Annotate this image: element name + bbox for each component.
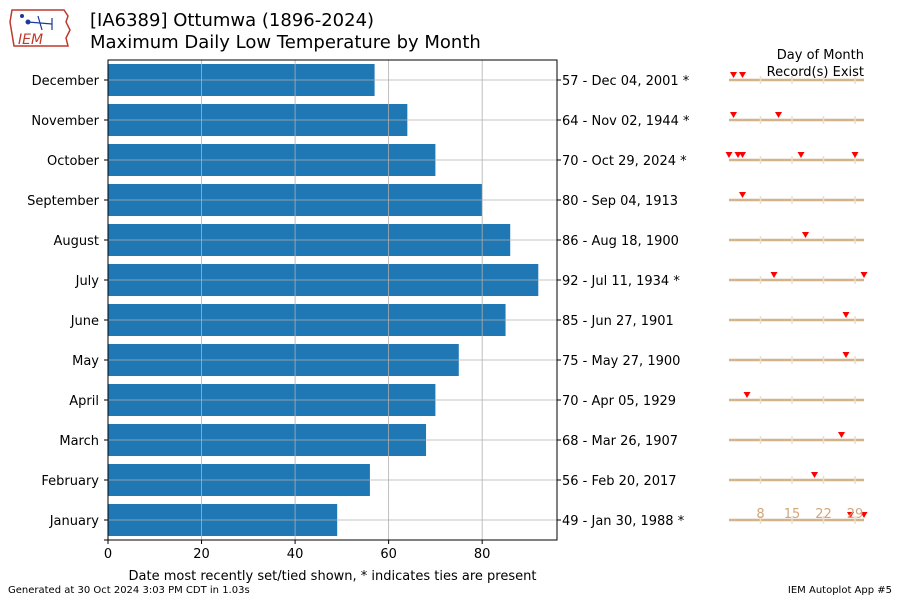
y-tick-label: May xyxy=(72,354,99,369)
iem-logo: IEM xyxy=(9,9,71,48)
bar-record-label: 68 - Mar 26, 1907 xyxy=(562,434,678,449)
y-tick-label: January xyxy=(49,514,100,529)
x-axis-label: Date most recently set/tied shown, * ind… xyxy=(129,569,537,584)
generated-footer: Generated at 30 Oct 2024 3:03 PM CDT in … xyxy=(8,585,250,596)
record-marker xyxy=(739,192,746,198)
record-marker xyxy=(770,272,778,278)
title-line-1: [IA6389] Ottumwa (1896-2024) xyxy=(90,10,375,31)
x-tick-label: 0 xyxy=(104,547,112,562)
bar-record-label: 56 - Feb 20, 2017 xyxy=(562,474,677,489)
record-marker xyxy=(860,272,868,278)
inset-tick-label: 15 xyxy=(784,507,801,522)
record-marker xyxy=(743,392,751,398)
bar-record-label: 70 - Apr 05, 1929 xyxy=(562,394,676,409)
inset-tick-label: 8 xyxy=(756,507,764,522)
record-marker xyxy=(847,512,854,518)
record-marker xyxy=(730,112,737,118)
record-marker xyxy=(811,472,818,478)
bar-record-label: 49 - Jan 30, 1988 * xyxy=(562,514,685,529)
inset-title-line-2: Record(s) Exist xyxy=(767,65,864,80)
record-marker xyxy=(734,152,742,158)
y-tick-label: April xyxy=(69,394,99,409)
x-tick-label: 40 xyxy=(287,547,304,562)
record-marker xyxy=(730,72,737,78)
inset-title-line-1: Day of Month xyxy=(777,48,864,63)
record-marker xyxy=(842,352,850,358)
record-marker xyxy=(802,232,809,238)
bar-record-label: 86 - Aug 18, 1900 xyxy=(562,234,679,249)
y-tick-label: August xyxy=(54,234,100,249)
y-tick-label: October xyxy=(47,154,100,169)
bar-record-label: 57 - Dec 04, 2001 * xyxy=(562,74,690,89)
record-marker xyxy=(725,152,733,158)
record-marker xyxy=(860,512,868,518)
x-tick-label: 80 xyxy=(474,547,491,562)
app-footer: IEM Autoplot App #5 xyxy=(787,585,892,596)
bar-record-label: 70 - Oct 29, 2024 * xyxy=(562,154,687,169)
chart-title: [IA6389] Ottumwa (1896-2024) Maximum Dai… xyxy=(90,10,481,54)
y-tick-label: June xyxy=(70,314,99,329)
y-tick-label: December xyxy=(32,74,100,89)
y-tick-label: July xyxy=(75,274,100,289)
x-tick-label: 60 xyxy=(380,547,397,562)
bar-record-label: 80 - Sep 04, 1913 xyxy=(562,194,678,209)
day-of-month-inset: Day of Month Record(s) Exist 8 15 22 29 xyxy=(725,48,868,524)
bar-record-label: 64 - Nov 02, 1944 * xyxy=(562,114,690,129)
bar-record-label: 75 - May 27, 1900 xyxy=(562,354,680,369)
y-tick-label: February xyxy=(41,474,99,489)
y-tick-label: September xyxy=(27,194,100,209)
record-marker xyxy=(842,312,850,318)
record-marker xyxy=(775,112,782,118)
title-line-2: Maximum Daily Low Temperature by Month xyxy=(90,32,481,53)
bar-record-label: 92 - Jul 11, 1934 * xyxy=(562,274,680,289)
record-marker xyxy=(838,432,845,438)
bar-record-label: 85 - Jun 27, 1901 xyxy=(562,314,674,329)
y-tick-label: March xyxy=(59,434,99,449)
x-tick-label: 20 xyxy=(193,547,210,562)
inset-tick-label: 29 xyxy=(847,507,864,522)
record-marker xyxy=(797,152,805,158)
main-bar-chart: January 49 - Jan 30, 1988 * February 56 - F… xyxy=(27,59,690,584)
record-marker xyxy=(739,72,746,78)
logo-text: IEM xyxy=(18,32,43,48)
plot-frame xyxy=(107,59,558,541)
y-tick-label: November xyxy=(31,114,99,129)
record-marker xyxy=(739,152,746,158)
record-marker xyxy=(851,152,859,158)
inset-tick-label: 22 xyxy=(815,507,832,522)
